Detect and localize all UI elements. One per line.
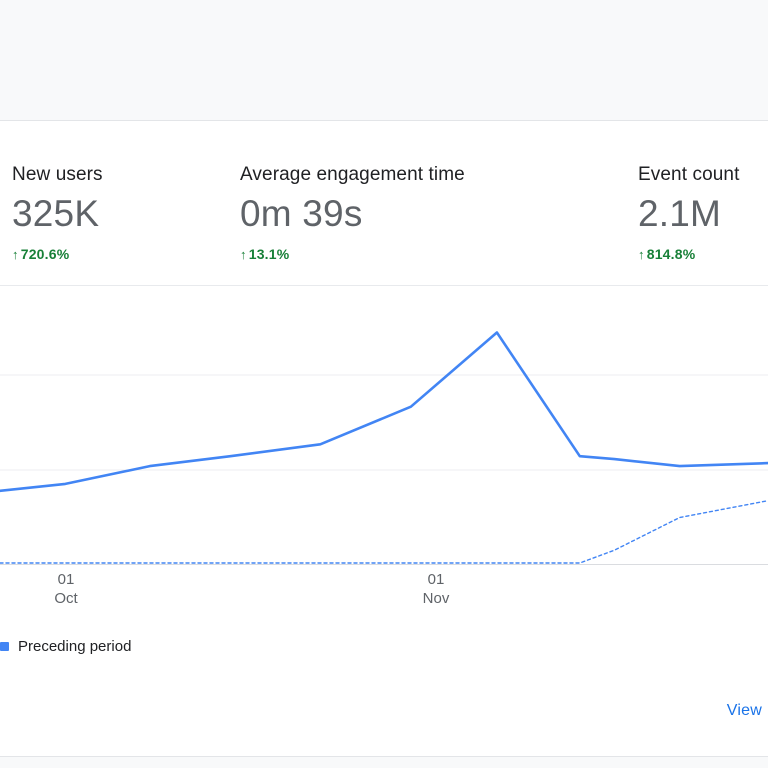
tick-month: Oct (54, 590, 78, 607)
next-card-edge (0, 756, 768, 768)
preceding-period-swatch-icon (0, 641, 9, 651)
tick-month: Nov (422, 590, 450, 607)
current-period-line (0, 331, 768, 493)
metric-delta-value: 720.6% (20, 246, 70, 262)
metric-delta: ↑ 720.6% (12, 246, 103, 262)
trend-line-chart (0, 331, 768, 565)
metric-value: 0m 39s (240, 193, 363, 234)
x-axis-tick-oct: 01 Oct (54, 570, 77, 608)
metric-delta-value: 13.1% (248, 246, 290, 262)
up-arrow-icon: ↑ (12, 247, 19, 262)
metric-card-new-users[interactable]: New users 325K ↑ 720.6% (12, 164, 103, 262)
metric-label: New users (12, 164, 103, 185)
up-arrow-icon: ↑ (638, 247, 645, 262)
legend-label: Preceding period (18, 637, 132, 655)
preceding-period-line (0, 499, 768, 564)
metric-value: 325K (12, 193, 100, 234)
top-panel (0, 0, 768, 121)
metric-card-event-count[interactable]: Event count 2.1M ↑ 814.8% (638, 164, 768, 262)
metric-delta: ↑ 814.8% (638, 246, 768, 262)
view-report-link[interactable]: View (726, 702, 762, 719)
metric-card-avg-engagement-time[interactable]: Average engagement time 0m 39s ↑ 13.1% (240, 164, 465, 262)
metrics-summary: New users 325K ↑ 720.6% Average engagemen… (0, 122, 768, 286)
tick-day: 01 (427, 571, 445, 588)
metric-delta-value: 814.8% (646, 246, 696, 262)
tick-day: 01 (57, 571, 75, 588)
chart-legend: Preceding period (0, 636, 131, 656)
metric-label: Event count (638, 164, 740, 185)
metric-label: Average engagement time (240, 164, 465, 185)
metric-delta: ↑ 13.1% (240, 246, 465, 262)
up-arrow-icon: ↑ (240, 247, 247, 262)
metric-value: 2.1M (638, 193, 722, 234)
x-axis-tick-nov: 01 Nov (423, 570, 450, 608)
